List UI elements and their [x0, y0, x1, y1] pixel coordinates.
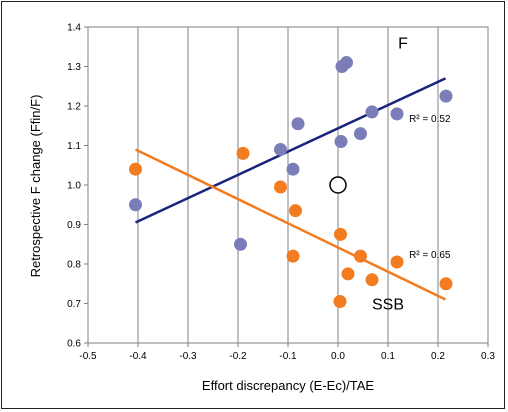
reference-point	[329, 176, 347, 194]
series-label-ssb: SSB	[372, 296, 404, 313]
point-f	[274, 142, 287, 156]
point-f	[365, 105, 379, 119]
y-tick-labels: 0.6 0.7 0.8 0.9 1.0 1.1 1.2 1.3 1.4	[67, 23, 81, 350]
x-tick-label: 0.0	[331, 351, 345, 362]
y-tick-label: 0.7	[67, 299, 81, 310]
x-tick-label: 0.2	[431, 351, 445, 362]
y-tick-label: 0.6	[67, 339, 81, 350]
trendlines	[134, 77, 447, 301]
axis-ticks	[84, 26, 489, 347]
point-ssb	[334, 227, 347, 241]
point-ssb	[129, 162, 142, 176]
x-tick-label: -0.2	[229, 351, 247, 362]
point-f	[129, 198, 142, 212]
point-f	[439, 89, 453, 103]
y-axis-label: Retrospective F change (Ffin/F)	[28, 95, 43, 278]
point-ssb	[365, 273, 379, 287]
x-tick-label: 0.1	[381, 351, 395, 362]
x-tick-label: 0.3	[481, 351, 495, 362]
point-ssb	[236, 146, 250, 160]
x-tick-label: -0.5	[79, 351, 97, 362]
y-tick-label: 0.8	[67, 260, 81, 271]
y-tick-label: 1.2	[67, 102, 81, 113]
point-ssb	[286, 249, 300, 263]
y-tick-label: 1.3	[67, 62, 81, 73]
x-axis-label: Effort discrepancy (E-Ec)/TAE	[202, 378, 375, 393]
point-f	[286, 162, 300, 176]
point-f	[234, 237, 247, 251]
point-ssb	[333, 295, 347, 309]
point-f	[390, 107, 404, 121]
chart-labels: R² = 0.52 R² = 0.65 F SSB	[372, 36, 451, 314]
series-label-f: F	[398, 36, 408, 53]
point-f	[291, 117, 305, 131]
y-tick-label: 1.4	[67, 23, 81, 34]
x-tick-label: -0.4	[129, 351, 147, 362]
point-ssb	[274, 180, 287, 194]
point-ssb	[289, 204, 302, 218]
point-ssb	[390, 255, 404, 269]
point-f	[354, 127, 367, 141]
y-tick-label: 1.1	[67, 141, 81, 152]
y-tick-label: 0.9	[67, 220, 81, 231]
point-ssb	[439, 277, 453, 291]
x-tick-labels: -0.5 -0.4 -0.3 -0.2 -0.1 0.0 0.1 0.2 0.3	[79, 351, 495, 362]
x-tick-label: -0.3	[179, 351, 197, 362]
trendline-f	[134, 77, 447, 224]
y-tick-label: 1.0	[67, 181, 81, 192]
x-tick-label: -0.1	[279, 351, 297, 362]
point-ssb	[341, 267, 355, 281]
point-ssb	[354, 249, 367, 263]
trendline-ssb	[134, 148, 447, 301]
r2-label-f: R² = 0.52	[409, 114, 451, 125]
r2-label-ssb: R² = 0.65	[409, 250, 451, 261]
point-f	[340, 56, 353, 70]
data-points	[129, 56, 453, 309]
point-f	[334, 135, 348, 149]
